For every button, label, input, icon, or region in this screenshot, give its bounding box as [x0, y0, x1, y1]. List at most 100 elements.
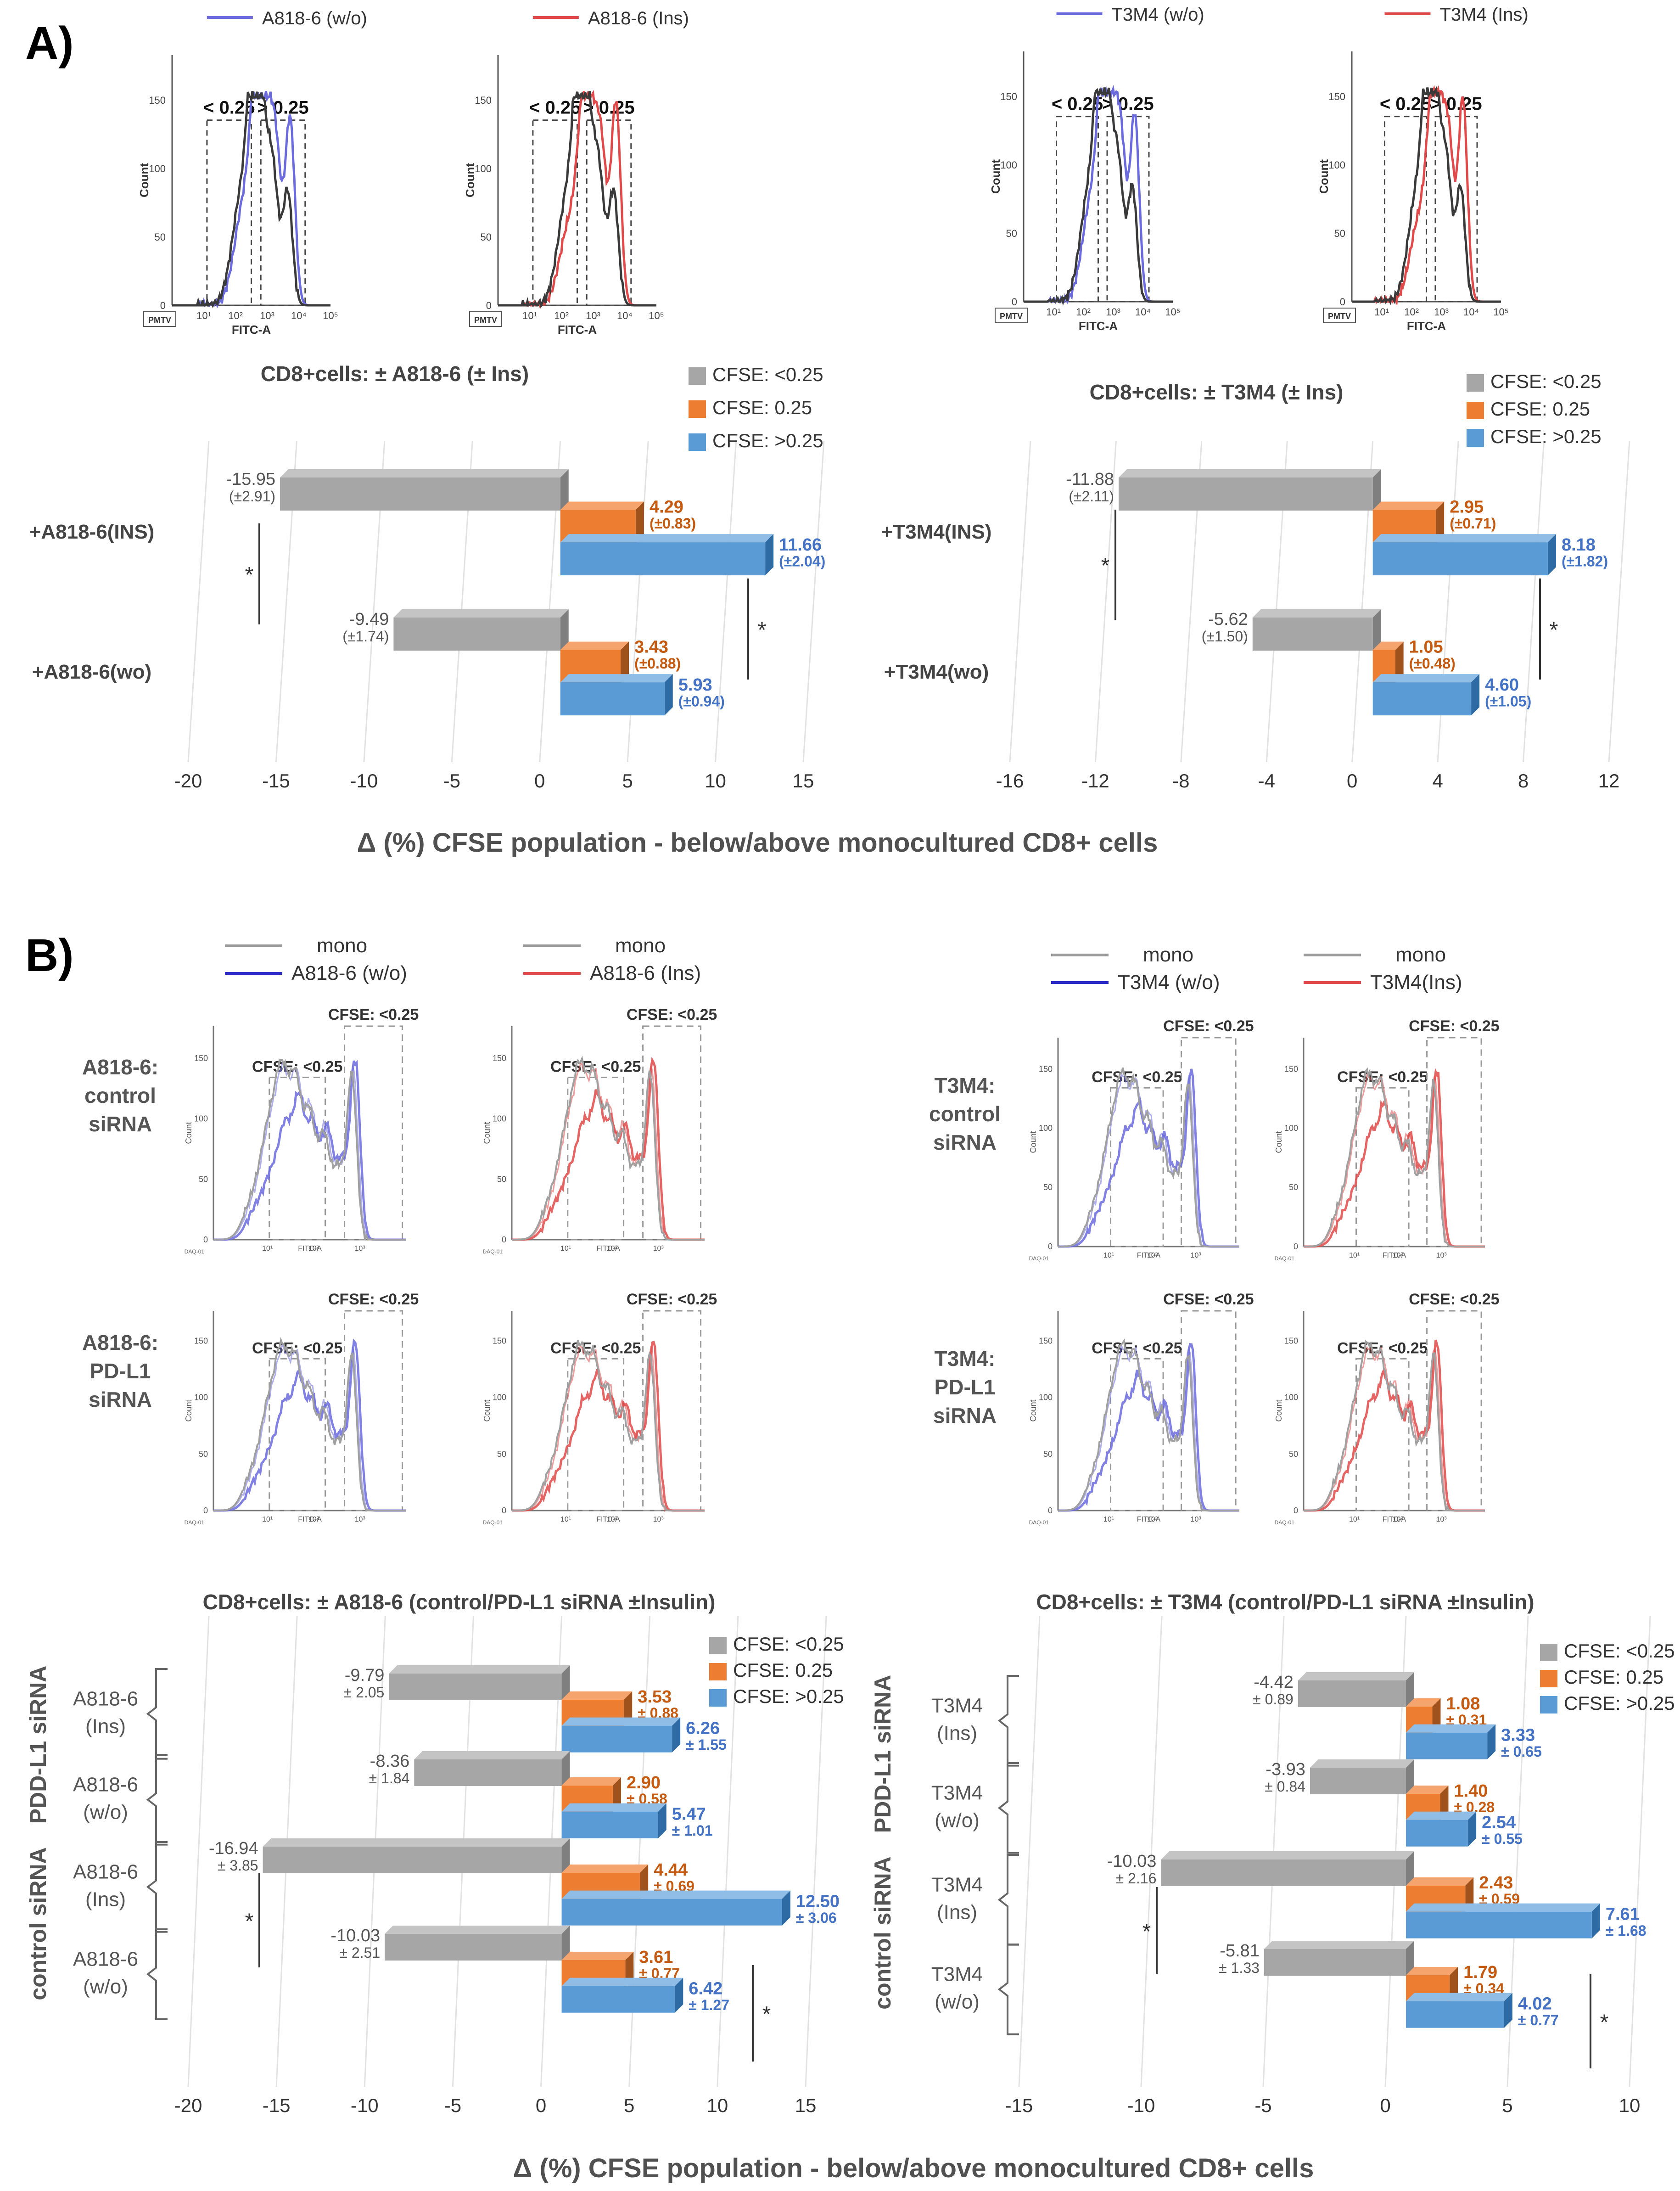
x-tick-label: 10¹ [196, 310, 211, 321]
x-tick-label: 4 [1432, 770, 1443, 792]
gridline [1018, 1616, 1041, 2087]
cytometer-tag: DAQ-01 [1275, 1255, 1295, 1262]
x-tick-label: 10² [1147, 1516, 1158, 1523]
legend-swatch [1467, 402, 1484, 419]
x-tick-label: 10¹ [1349, 1252, 1360, 1259]
legend-swatch [1467, 429, 1484, 447]
error-label-low: ± 2.05 [344, 1684, 385, 1701]
histogram-sample-curve-2 [1304, 1345, 1485, 1511]
x-axis-title: FITC-A [232, 323, 271, 337]
bar-cfse-high-side [782, 1890, 790, 1926]
category-label: A818-6 [73, 1948, 138, 1971]
bar-cfse-low [389, 1674, 562, 1700]
error-label-high: ± 1.01 [672, 1822, 713, 1839]
value-label-mid: 4.29 [650, 498, 683, 517]
bar-cfse-high-top [1406, 1724, 1496, 1733]
y-axis-title: Count [1274, 1131, 1283, 1153]
x-tick-label: 10² [228, 310, 243, 321]
gate-box [1106, 116, 1150, 303]
legend-label-mono: mono [1395, 944, 1446, 966]
category-label: A818-6 [73, 1688, 138, 1710]
x-tick-label: 10² [554, 310, 569, 321]
y-tick-label: 50 [1043, 1449, 1053, 1459]
bar-cfse-high-side [675, 1978, 683, 2013]
significance-star: * [1142, 1920, 1151, 1944]
x-axis-title: FITC-A [1407, 319, 1446, 333]
histogram-mono-curve [1304, 1067, 1485, 1247]
category-label: A818-6 [73, 1861, 138, 1883]
y-axis-title: Count [1274, 1399, 1283, 1421]
cytometer-tag-box [469, 311, 502, 327]
row-label: siRNA [933, 1404, 997, 1427]
legend-label-mono: mono [317, 934, 367, 957]
legend-label-sample: A818-6 (w/o) [291, 962, 407, 984]
y-tick-label: 50 [199, 1449, 208, 1459]
bar-cfse-high-side [765, 534, 774, 576]
gridline [715, 440, 737, 763]
chart-title: CD8+cells: ± A818-6 (± Ins) [261, 362, 529, 386]
value-label-high: 3.33 [1501, 1726, 1535, 1745]
category-label: +T3M4(wo) [884, 661, 989, 683]
x-tick-label: 0 [536, 2095, 546, 2116]
error-label-low: (±2.91) [229, 488, 275, 505]
x-tick-label: 10⁵ [649, 310, 664, 321]
x-tick-label: 10 [1619, 2095, 1641, 2116]
bar-cfse-low [414, 1759, 562, 1786]
bar-cfse-high [560, 542, 766, 576]
error-label-low: ± 1.33 [1219, 1960, 1260, 1976]
histogram-sample-curve [512, 1056, 705, 1241]
group-label: PDD-L1 siRNA [25, 1666, 51, 1824]
bar-cfse-mid-top [1406, 1966, 1458, 1975]
chart-title: CD8+cells: ± T3M4 (control/PD-L1 siRNA ±… [1036, 1590, 1534, 1614]
histograms-panel-a: mono A818-6 (w/o) 0 50 100 150 10¹ 10² 10³ 10⁴ 10⁵… [137, 0, 1529, 337]
y-tick-label: 150 [1000, 91, 1017, 102]
histogram-sample-curve-2 [213, 1060, 406, 1241]
error-label-low: ± 2.51 [339, 1944, 380, 1961]
y-tick-label: 100 [1284, 1393, 1298, 1402]
y-tick-label: 150 [194, 1336, 208, 1345]
bar-cfse-high-top [561, 1717, 681, 1726]
value-label-low: -8.36 [370, 1752, 410, 1771]
bar-cfse-low-side [561, 1751, 570, 1786]
x-tick-label: 10² [607, 1516, 618, 1523]
x-tick-label: 10³ [355, 1245, 366, 1253]
gate-box [642, 1310, 702, 1511]
legend-label-mono: mono [1143, 944, 1193, 966]
y-tick-label: 0 [203, 1506, 208, 1515]
x-tick-label: 10 [706, 2095, 728, 2116]
row-label: siRNA [933, 1130, 997, 1154]
category-brace [146, 1754, 168, 1846]
x-axis-title-a: Δ (%) CFSE population - below/above mono… [357, 828, 1158, 858]
histogram-sample-curve [213, 1338, 406, 1512]
histogram-sample-curve-2 [213, 1343, 406, 1511]
legend-swatch [1540, 1696, 1557, 1713]
histogram-sample-curve [1058, 1343, 1239, 1512]
value-label-high: 5.93 [678, 675, 712, 695]
error-label-high: ± 1.55 [686, 1736, 727, 1753]
y-tick-label: 100 [493, 1114, 506, 1124]
gate-label: CFSE: <0.25 [627, 1006, 717, 1023]
y-axis-title: Count [1029, 1131, 1038, 1153]
x-tick-label: 10³ [1106, 306, 1120, 318]
legend-label: CFSE: <0.25 [1490, 371, 1602, 392]
histogram-sample-curve-2 [1058, 1073, 1239, 1247]
cytometer-tag: DAQ-01 [483, 1248, 503, 1255]
y-tick-label: 50 [155, 231, 166, 243]
gate-box [567, 1077, 625, 1241]
x-tick-label: 10¹ [1046, 306, 1061, 318]
error-label-mid: (±0.71) [1450, 515, 1496, 532]
x-tick-label: 10³ [1434, 306, 1449, 318]
gate-box [1384, 116, 1427, 303]
category-label: +A818-6(INS) [29, 521, 155, 543]
histogram-mono-curve [213, 1337, 406, 1512]
legend-label: CFSE: >0.25 [712, 430, 823, 451]
y-tick-label: 50 [497, 1174, 506, 1184]
value-label-low: -5.81 [1220, 1941, 1260, 1961]
bar-cfse-high [560, 682, 665, 716]
bar-cfse-low-top [389, 1665, 570, 1674]
error-label-high: ± 0.77 [1518, 2012, 1559, 2028]
histogram-mono-curve [498, 91, 656, 309]
value-label-mid: 1.79 [1463, 1963, 1497, 1982]
gate-box [260, 119, 306, 306]
significance-star: * [245, 563, 254, 587]
